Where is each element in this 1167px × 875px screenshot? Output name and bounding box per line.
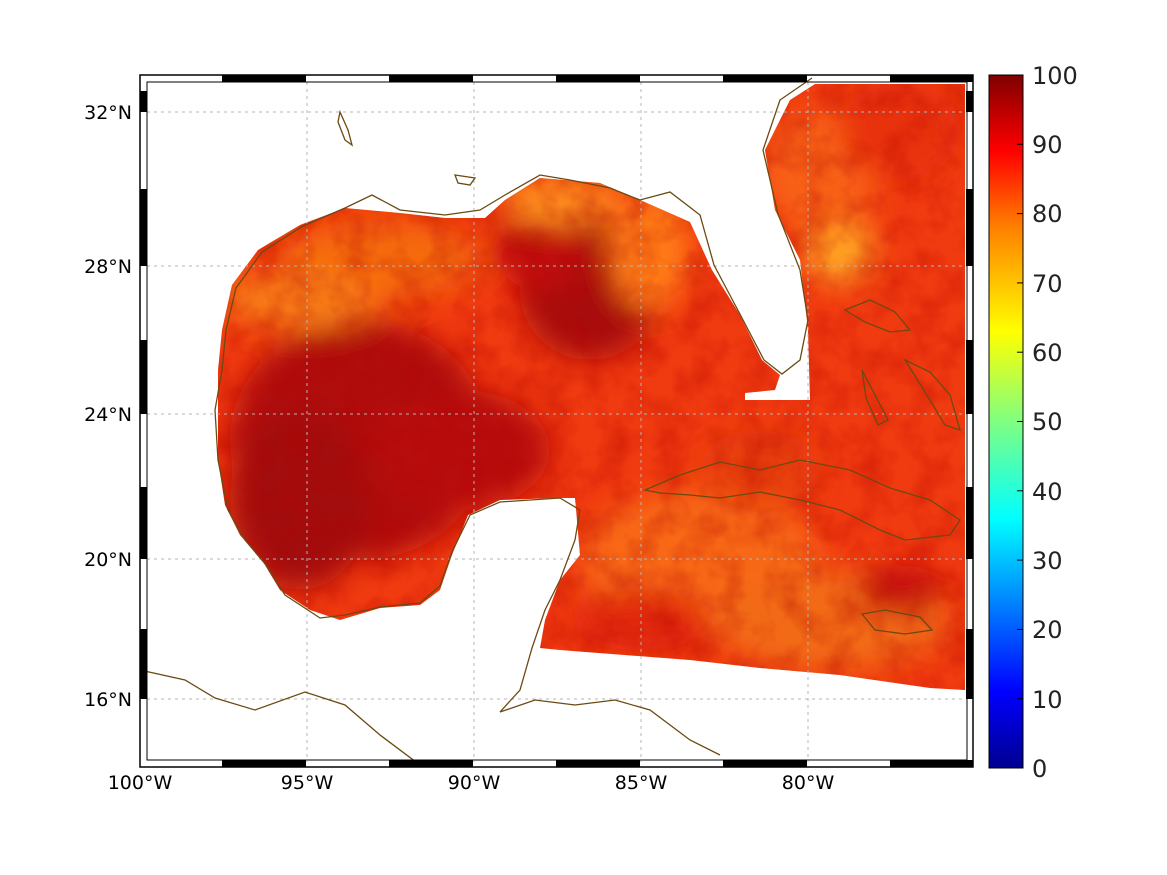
lon-tick-labels: 100°W 95°W 90°W 85°W 80°W [108, 772, 835, 794]
graticule [147, 82, 967, 762]
colorbar-label: 0 [1032, 755, 1047, 783]
lat-tick-label: 16°N [84, 689, 132, 711]
colorbar-label: 80 [1032, 200, 1063, 228]
colorbar-label: 90 [1032, 131, 1063, 159]
lat-tick-labels: 32°N 28°N 24°N 20°N 16°N [84, 102, 132, 711]
colorbar-label: 20 [1032, 616, 1063, 644]
colorbar-label: 70 [1032, 270, 1063, 298]
lat-tick-label: 32°N [84, 102, 132, 124]
lat-tick-label: 24°N [84, 404, 132, 426]
colorbar-label: 30 [1032, 547, 1063, 575]
colorbar: 100 90 80 70 60 50 40 30 20 10 0 [988, 62, 1078, 783]
sst-field [218, 84, 965, 690]
lon-tick-label: 95°W [281, 772, 334, 794]
lon-tick-label: 80°W [782, 772, 835, 794]
colorbar-label: 100 [1032, 62, 1078, 90]
lon-tick-label: 90°W [448, 772, 501, 794]
colorbar-label: 40 [1032, 478, 1063, 506]
colorbar-label: 10 [1032, 686, 1063, 714]
coastline [139, 77, 961, 766]
lat-tick-label: 28°N [84, 256, 132, 278]
colorbar-label: 60 [1032, 339, 1063, 367]
lat-tick-label: 20°N [84, 549, 132, 571]
colorbar-ticks [1017, 143, 1023, 700]
lon-tick-label: 85°W [615, 772, 668, 794]
map-frame [139, 74, 974, 768]
lon-tick-label: 100°W [108, 772, 173, 794]
colorbar-label: 50 [1032, 408, 1063, 436]
